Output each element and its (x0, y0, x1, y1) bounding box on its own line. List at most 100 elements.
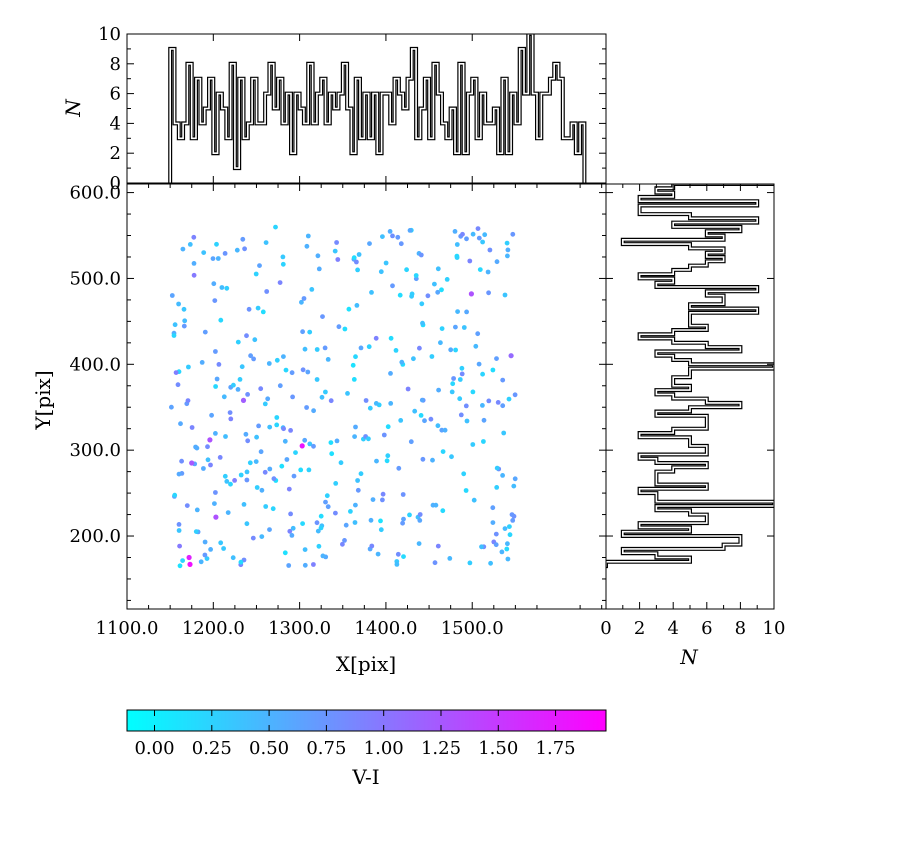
scatter-point (505, 541, 510, 547)
scatter-point (181, 306, 187, 312)
scatter-point (351, 255, 357, 261)
right-histogram-x-tick-label: 6 (701, 618, 712, 639)
scatter-point (418, 252, 424, 258)
scatter-point (507, 532, 513, 538)
scatter-point (223, 434, 228, 439)
scatter-point (251, 356, 256, 362)
scatter-point (238, 559, 244, 565)
scatter-point (240, 397, 247, 403)
scatter-point (325, 357, 331, 362)
scatter-point (169, 404, 174, 410)
scatter-point (172, 322, 178, 328)
scatter-point (171, 333, 177, 338)
scatter-point (202, 539, 208, 545)
scatter-point (175, 382, 181, 388)
scatter-point (408, 439, 414, 445)
scatter-point (490, 520, 496, 525)
scatter-point (452, 229, 458, 234)
scatter-point (401, 554, 406, 559)
scatter-point (271, 476, 277, 482)
scatter-point (430, 457, 435, 463)
scatter-point (314, 377, 320, 382)
scatter-point (449, 389, 455, 395)
scatter-point (302, 346, 308, 352)
scatter-point (355, 478, 360, 483)
scatter-point (216, 362, 222, 367)
colorbar-tick-label: 0.25 (192, 738, 232, 759)
scatter-point (451, 376, 456, 381)
scatter-point (319, 394, 325, 400)
scatter-point (485, 269, 491, 275)
scatter-point (355, 267, 360, 273)
scatter-point (333, 510, 338, 516)
scatter-point (245, 392, 251, 397)
scatter-point (307, 329, 313, 335)
scatter-point (241, 502, 247, 507)
scatter-point (345, 391, 350, 396)
scatter-point (486, 398, 492, 404)
scatter-point (350, 362, 356, 368)
scatter-point (258, 449, 264, 455)
scatter-x-tick-label: 1300.0 (268, 618, 331, 639)
scatter-point (352, 520, 358, 525)
scatter-point (219, 285, 225, 290)
scatter-point (176, 471, 182, 477)
scatter-point (302, 547, 308, 552)
scatter-point (243, 431, 249, 437)
scatter-point (388, 401, 394, 406)
scatter-point (311, 443, 316, 449)
scatter-point (177, 543, 183, 549)
scatter-point (411, 356, 416, 362)
scatter-point (235, 387, 241, 392)
scatter-point (439, 326, 445, 331)
scatter-point (375, 551, 381, 557)
scatter-point (473, 343, 479, 349)
colorbar-frame (126, 709, 607, 732)
scatter-point (240, 236, 246, 242)
scatter-point (289, 370, 295, 376)
scatter-points (169, 224, 518, 569)
scatter-point (316, 266, 322, 272)
scatter-point (332, 248, 338, 254)
scatter-point (231, 382, 236, 388)
scatter-point (318, 513, 324, 519)
scatter-point (254, 485, 260, 490)
scatter-point (511, 483, 517, 489)
scatter-point (369, 290, 374, 295)
scatter-point (380, 234, 385, 240)
scatter-point (299, 299, 304, 305)
colorbar-tick-label: 1.25 (421, 738, 461, 759)
scatter-point (211, 281, 217, 287)
scatter-point (354, 259, 359, 265)
colorbar-gradient (127, 710, 606, 731)
scatter-point (288, 511, 293, 517)
colorbar-tick-label: 0.00 (134, 738, 174, 759)
scatter-point (342, 326, 348, 332)
scatter-point (363, 398, 369, 403)
scatter-point (304, 243, 310, 249)
scatter-point (189, 425, 195, 430)
scatter-point (221, 394, 227, 400)
scatter-point (309, 287, 315, 292)
scatter-point (348, 509, 353, 514)
scatter-point (299, 443, 305, 449)
colorbar-tick-label: 1.50 (478, 738, 518, 759)
top-histogram-panel: 0 2 4 6 8 10 N (61, 24, 607, 194)
scatter-point (352, 434, 357, 439)
scatter-point (458, 412, 464, 418)
scatter-point (287, 528, 293, 534)
scatter-point (304, 405, 309, 410)
scatter-xlabel: X[pix] (336, 652, 396, 676)
scatter-point (390, 233, 395, 239)
scatter-point (323, 389, 328, 395)
scatter-point (477, 267, 483, 272)
scatter-point (383, 260, 389, 266)
scatter-point (475, 226, 481, 232)
scatter-point (447, 556, 453, 561)
scatter-point (432, 281, 437, 287)
right-histogram-x-tick-label: 2 (634, 618, 645, 639)
scatter-point (227, 410, 233, 415)
scatter-point (228, 481, 233, 487)
scatter-point (270, 506, 276, 512)
